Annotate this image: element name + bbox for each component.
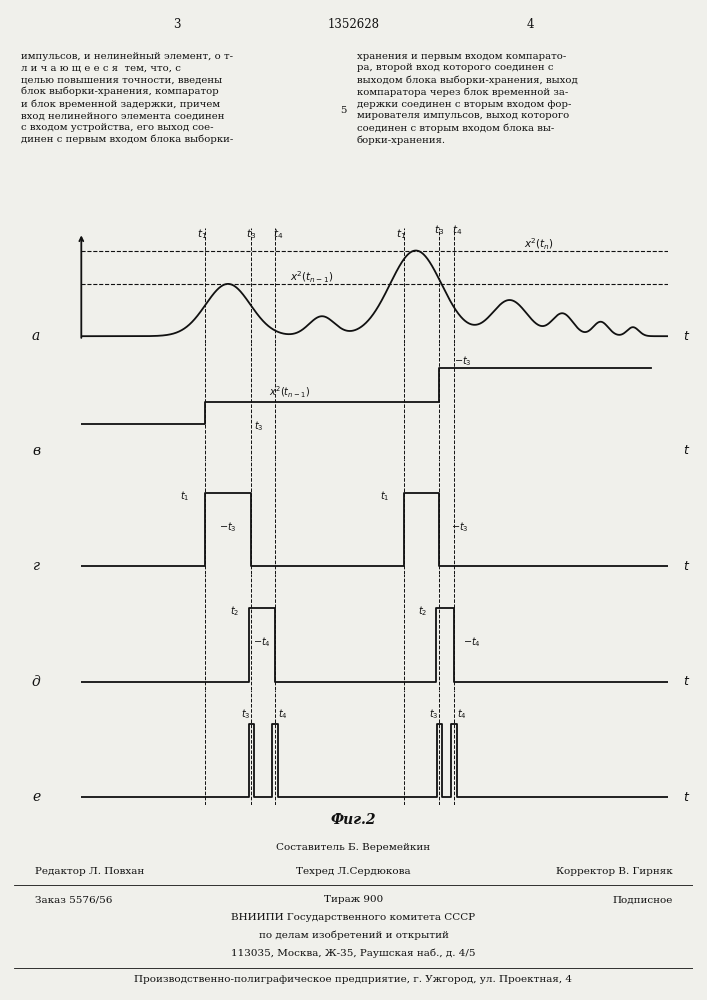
- Text: a: a: [32, 329, 40, 343]
- Text: 3: 3: [173, 18, 180, 31]
- Text: хранения и первым входом компарато-
ра, второй вход которого соединен с
выходом : хранения и первым входом компарато- ра, …: [357, 52, 578, 145]
- Text: ВНИИПИ Государственного комитета СССР: ВНИИПИ Государственного комитета СССР: [231, 913, 476, 922]
- Text: $t_3$: $t_3$: [255, 419, 264, 433]
- Text: Подписное: Подписное: [612, 895, 672, 904]
- Text: 1352628: 1352628: [327, 18, 380, 31]
- Text: Фиг.2: Фиг.2: [331, 813, 376, 827]
- Text: $t_3$: $t_3$: [429, 707, 439, 721]
- Text: Производственно-полиграфическое предприятие, г. Ужгород, ул. Проектная, 4: Производственно-полиграфическое предприя…: [134, 975, 573, 984]
- Text: Составитель Б. Веремейкин: Составитель Б. Веремейкин: [276, 843, 431, 852]
- Text: $t_4$: $t_4$: [457, 707, 467, 721]
- Text: $t$: $t$: [683, 675, 690, 688]
- Text: $t$: $t$: [683, 444, 690, 457]
- Text: $x^2(t_{n-1})$: $x^2(t_{n-1})$: [269, 385, 310, 400]
- Text: $-t_3$: $-t_3$: [451, 520, 469, 534]
- Text: Редактор Л. Повхан: Редактор Л. Повхан: [35, 867, 144, 876]
- Text: $x^2(t_n)$: $x^2(t_n)$: [525, 236, 554, 252]
- Text: $-t_3$: $-t_3$: [219, 520, 237, 534]
- Text: $t_4$: $t_4$: [452, 223, 462, 237]
- Text: $t$: $t$: [683, 791, 690, 804]
- Text: е: е: [32, 790, 40, 804]
- Text: д: д: [32, 675, 40, 689]
- Text: $t_3$: $t_3$: [434, 223, 444, 237]
- Text: г: г: [33, 559, 40, 573]
- Text: $-t_4$: $-t_4$: [253, 635, 271, 649]
- Text: по делам изобретений и открытий: по делам изобретений и открытий: [259, 931, 448, 940]
- Text: $x^2(t_{n-1})$: $x^2(t_{n-1})$: [290, 270, 333, 285]
- Text: Заказ 5576/56: Заказ 5576/56: [35, 895, 112, 904]
- Text: $t$: $t$: [683, 330, 690, 343]
- Text: $t$: $t$: [683, 560, 690, 573]
- Text: в: в: [32, 444, 40, 458]
- Text: $t_1$: $t_1$: [180, 489, 190, 503]
- Text: $t_4$: $t_4$: [278, 707, 287, 721]
- Text: $t_2$: $t_2$: [230, 604, 240, 618]
- Text: $t_3$: $t_3$: [247, 227, 257, 241]
- Text: $-t_3$: $-t_3$: [454, 354, 472, 368]
- Text: Техред Л.Сердюкова: Техред Л.Сердюкова: [296, 867, 411, 876]
- Text: $t_1$: $t_1$: [380, 489, 390, 503]
- Text: импульсов, и нелинейный элемент, о т-
л и ч а ю щ е е с я  тем, что, с
целью пов: импульсов, и нелинейный элемент, о т- л …: [21, 52, 233, 144]
- Text: $t_3$: $t_3$: [241, 707, 251, 721]
- Text: $t_4$: $t_4$: [273, 227, 283, 241]
- Text: 5: 5: [340, 106, 346, 115]
- Text: 4: 4: [527, 18, 534, 31]
- Text: $t_1$: $t_1$: [197, 227, 206, 241]
- Text: $-t_4$: $-t_4$: [462, 635, 481, 649]
- Text: $t_1$: $t_1$: [396, 227, 406, 241]
- Text: Корректор В. Гирняк: Корректор В. Гирняк: [556, 867, 672, 876]
- Text: 113035, Москва, Ж-35, Раушская наб., д. 4/5: 113035, Москва, Ж-35, Раушская наб., д. …: [231, 949, 476, 958]
- Text: Тираж 900: Тираж 900: [324, 895, 383, 904]
- Text: $t_2$: $t_2$: [418, 604, 428, 618]
